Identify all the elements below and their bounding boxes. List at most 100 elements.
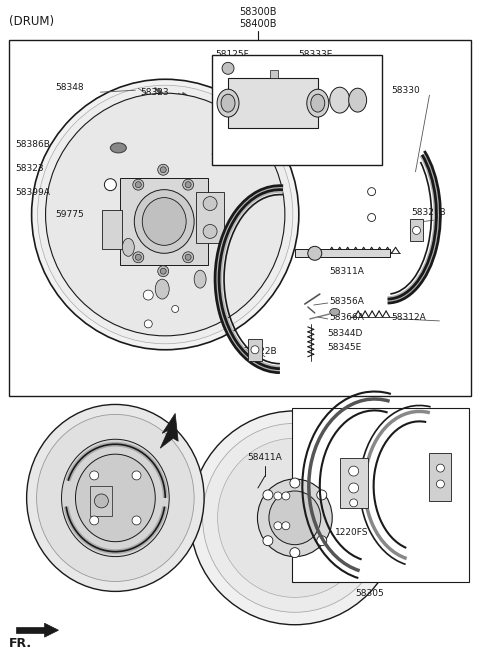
Text: 1220FS: 1220FS xyxy=(335,528,368,537)
Ellipse shape xyxy=(308,247,322,260)
Bar xyxy=(409,220,423,241)
Circle shape xyxy=(436,464,444,472)
Ellipse shape xyxy=(190,411,399,625)
Circle shape xyxy=(144,290,153,300)
Text: 58332A: 58332A xyxy=(210,148,245,157)
Ellipse shape xyxy=(46,93,285,336)
Circle shape xyxy=(348,466,359,476)
Ellipse shape xyxy=(257,479,332,557)
Ellipse shape xyxy=(75,454,155,542)
Text: 58312A: 58312A xyxy=(392,313,426,322)
Circle shape xyxy=(158,266,168,277)
Text: 59775: 59775 xyxy=(56,209,84,218)
Ellipse shape xyxy=(222,62,234,75)
Bar xyxy=(248,339,262,361)
Circle shape xyxy=(160,167,166,173)
Circle shape xyxy=(251,346,259,354)
Ellipse shape xyxy=(61,439,169,557)
Text: 58411A: 58411A xyxy=(248,453,282,462)
Ellipse shape xyxy=(122,238,134,256)
Text: 58300B: 58300B xyxy=(239,7,276,16)
Ellipse shape xyxy=(194,270,206,288)
Text: 58333E: 58333E xyxy=(298,50,332,60)
Circle shape xyxy=(183,179,193,190)
Bar xyxy=(212,56,382,165)
Text: 58400B: 58400B xyxy=(239,18,276,29)
Ellipse shape xyxy=(217,438,372,597)
Text: 58386B: 58386B xyxy=(16,140,50,149)
Circle shape xyxy=(412,226,420,234)
Circle shape xyxy=(290,547,300,558)
Ellipse shape xyxy=(142,198,186,245)
Ellipse shape xyxy=(307,89,329,117)
Text: 58399A: 58399A xyxy=(16,188,50,197)
Polygon shape xyxy=(16,627,45,633)
Text: 58366A: 58366A xyxy=(330,313,365,322)
Circle shape xyxy=(317,490,327,500)
Ellipse shape xyxy=(110,143,126,153)
Circle shape xyxy=(203,224,217,238)
Circle shape xyxy=(350,499,358,507)
Ellipse shape xyxy=(348,88,367,112)
Circle shape xyxy=(290,478,300,488)
Circle shape xyxy=(133,179,144,190)
Text: FR.: FR. xyxy=(9,637,32,650)
Bar xyxy=(9,41,471,396)
Circle shape xyxy=(368,188,376,196)
Circle shape xyxy=(203,197,217,211)
Circle shape xyxy=(133,252,144,263)
Ellipse shape xyxy=(155,279,169,299)
Ellipse shape xyxy=(330,309,340,315)
Text: 58330: 58330 xyxy=(392,86,420,95)
Circle shape xyxy=(135,182,141,188)
Text: 58305: 58305 xyxy=(355,589,384,598)
Circle shape xyxy=(160,268,166,274)
Circle shape xyxy=(348,483,359,493)
Text: 58332A: 58332A xyxy=(292,78,326,87)
Text: 58323: 58323 xyxy=(16,164,44,173)
Text: (DRUM): (DRUM) xyxy=(9,14,54,27)
Ellipse shape xyxy=(203,423,387,612)
Ellipse shape xyxy=(330,87,350,113)
Ellipse shape xyxy=(269,491,321,545)
Bar xyxy=(292,409,469,583)
Bar xyxy=(90,486,112,516)
Circle shape xyxy=(90,471,99,480)
Bar xyxy=(102,209,122,249)
Circle shape xyxy=(132,516,141,525)
Polygon shape xyxy=(160,413,178,448)
Ellipse shape xyxy=(221,94,235,112)
Text: 58323: 58323 xyxy=(140,88,169,97)
Circle shape xyxy=(263,490,273,500)
Circle shape xyxy=(436,480,444,488)
Text: 58322B: 58322B xyxy=(242,347,276,356)
Circle shape xyxy=(185,254,191,260)
Text: 58311A: 58311A xyxy=(330,267,365,276)
Circle shape xyxy=(90,516,99,525)
Text: 58344D: 58344D xyxy=(328,329,363,338)
Text: 58345E: 58345E xyxy=(328,343,362,352)
Circle shape xyxy=(144,320,152,328)
Circle shape xyxy=(274,522,282,530)
Bar xyxy=(228,78,318,128)
Circle shape xyxy=(135,254,141,260)
Bar xyxy=(430,453,451,501)
Polygon shape xyxy=(45,623,59,637)
Text: 58125F: 58125F xyxy=(215,50,249,60)
Circle shape xyxy=(368,213,376,222)
Text: 58322B: 58322B xyxy=(411,207,446,216)
Circle shape xyxy=(132,471,141,480)
Circle shape xyxy=(104,179,116,190)
Circle shape xyxy=(263,536,273,545)
Ellipse shape xyxy=(36,415,194,581)
Ellipse shape xyxy=(26,404,204,591)
Circle shape xyxy=(282,522,290,530)
Circle shape xyxy=(95,494,108,508)
Ellipse shape xyxy=(311,94,325,112)
Bar xyxy=(120,178,208,266)
Circle shape xyxy=(274,492,282,500)
Ellipse shape xyxy=(217,89,239,117)
Ellipse shape xyxy=(32,79,299,350)
Circle shape xyxy=(317,536,327,545)
Circle shape xyxy=(282,492,290,500)
